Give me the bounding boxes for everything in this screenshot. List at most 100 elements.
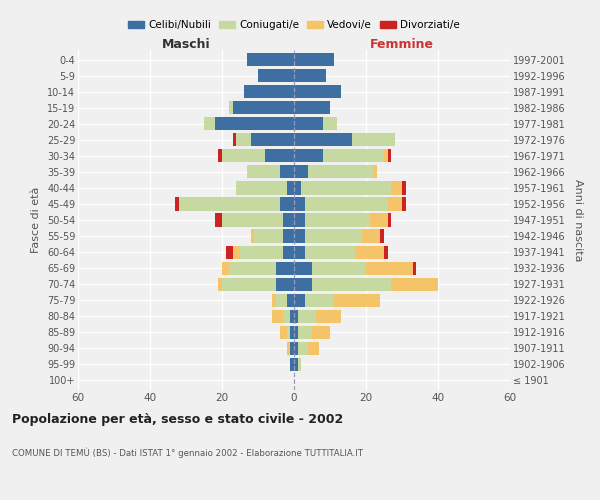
Bar <box>298 326 312 339</box>
Text: Popolazione per età, sesso e stato civile - 2002: Popolazione per età, sesso e stato civil… <box>12 412 343 426</box>
Bar <box>388 198 402 210</box>
Bar <box>312 262 366 274</box>
Bar <box>283 230 294 242</box>
Bar <box>323 150 384 162</box>
Bar <box>298 342 308 355</box>
Bar <box>402 198 406 210</box>
Bar <box>294 262 312 274</box>
Bar <box>305 198 388 210</box>
Bar <box>373 166 377 178</box>
Bar <box>233 246 240 258</box>
Bar <box>384 150 388 162</box>
Bar <box>283 310 290 323</box>
Bar <box>294 310 298 323</box>
Bar <box>312 278 391 290</box>
Bar <box>226 246 233 258</box>
Bar <box>280 166 294 178</box>
Bar <box>294 342 298 355</box>
Bar <box>222 150 265 162</box>
Bar <box>391 182 402 194</box>
Bar <box>276 294 287 307</box>
Bar <box>294 133 352 146</box>
Bar <box>247 53 294 66</box>
Bar <box>236 133 251 146</box>
Bar <box>240 246 283 258</box>
Text: COMUNE DI TEMÙ (BS) - Dati ISTAT 1° gennaio 2002 - Elaborazione TUTTITALIA.IT: COMUNE DI TEMÙ (BS) - Dati ISTAT 1° genn… <box>12 448 363 458</box>
Bar <box>294 150 323 162</box>
Bar <box>204 117 215 130</box>
Bar <box>258 69 294 82</box>
Bar <box>316 310 341 323</box>
Bar <box>294 166 308 178</box>
Bar <box>251 230 254 242</box>
Bar <box>294 230 305 242</box>
Bar <box>413 262 416 274</box>
Bar <box>308 342 319 355</box>
Bar <box>276 278 294 290</box>
Bar <box>355 246 384 258</box>
Bar <box>388 214 391 226</box>
Bar <box>370 214 388 226</box>
Bar <box>388 150 391 162</box>
Bar <box>222 278 276 290</box>
Bar <box>280 198 294 210</box>
Y-axis label: Fasce di età: Fasce di età <box>31 187 41 253</box>
Bar <box>298 310 316 323</box>
Bar <box>175 198 179 210</box>
Y-axis label: Anni di nascita: Anni di nascita <box>572 179 583 261</box>
Bar <box>308 166 373 178</box>
Bar <box>294 101 330 114</box>
Bar <box>305 214 370 226</box>
Bar <box>294 294 305 307</box>
Bar <box>294 246 305 258</box>
Bar <box>294 278 312 290</box>
Bar <box>294 69 326 82</box>
Bar <box>290 358 294 371</box>
Bar <box>218 150 222 162</box>
Bar <box>294 358 298 371</box>
Bar <box>391 278 438 290</box>
Bar <box>272 310 283 323</box>
Bar <box>218 278 222 290</box>
Bar <box>294 117 323 130</box>
Bar <box>222 214 283 226</box>
Bar <box>287 342 290 355</box>
Bar <box>287 294 294 307</box>
Legend: Celibi/Nubili, Coniugati/e, Vedovi/e, Divorziati/e: Celibi/Nubili, Coniugati/e, Vedovi/e, Di… <box>124 16 464 34</box>
Bar <box>265 150 294 162</box>
Bar <box>362 230 380 242</box>
Bar <box>287 182 294 194</box>
Text: Maschi: Maschi <box>161 38 211 51</box>
Bar <box>272 294 276 307</box>
Bar <box>334 294 380 307</box>
Bar <box>287 326 290 339</box>
Bar <box>294 182 301 194</box>
Bar <box>301 182 391 194</box>
Bar <box>294 214 305 226</box>
Text: Femmine: Femmine <box>370 38 434 51</box>
Bar <box>366 262 413 274</box>
Bar <box>294 85 341 98</box>
Bar <box>233 101 294 114</box>
Bar <box>179 198 280 210</box>
Bar <box>280 326 287 339</box>
Bar <box>305 246 355 258</box>
Bar <box>247 166 280 178</box>
Bar <box>244 85 294 98</box>
Bar <box>254 230 283 242</box>
Bar <box>312 326 330 339</box>
Bar <box>305 294 334 307</box>
Bar <box>323 117 337 130</box>
Bar <box>290 310 294 323</box>
Bar <box>294 326 298 339</box>
Bar <box>283 214 294 226</box>
Bar <box>283 246 294 258</box>
Bar <box>298 358 301 371</box>
Bar <box>294 198 305 210</box>
Bar <box>215 214 222 226</box>
Bar <box>233 133 236 146</box>
Bar <box>222 262 229 274</box>
Bar <box>236 182 287 194</box>
Bar <box>402 182 406 194</box>
Bar <box>290 342 294 355</box>
